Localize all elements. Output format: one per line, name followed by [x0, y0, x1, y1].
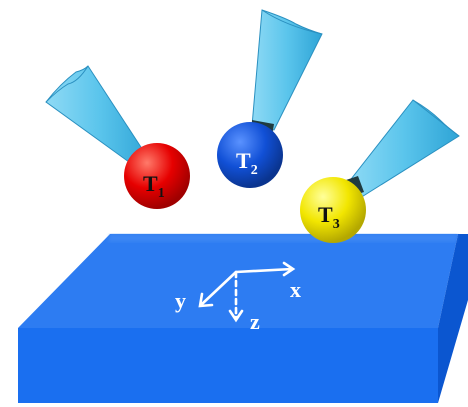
probe-t2: T2: [217, 10, 322, 188]
probe-t3-sphere: [300, 177, 366, 243]
y-axis-label: y: [175, 288, 186, 313]
probe-t3-cone: [348, 100, 459, 198]
probe-t1: T1: [46, 66, 190, 209]
substrate-slab: [18, 234, 468, 403]
slab-top-glow: [108, 234, 458, 242]
x-axis-label: x: [290, 277, 301, 302]
probe-t3: T3: [300, 100, 459, 243]
slab-front-face: [18, 328, 438, 403]
slab-top-face: [18, 234, 458, 328]
z-axis-label: z: [250, 309, 260, 334]
probe-t2-cone: [252, 10, 322, 130]
